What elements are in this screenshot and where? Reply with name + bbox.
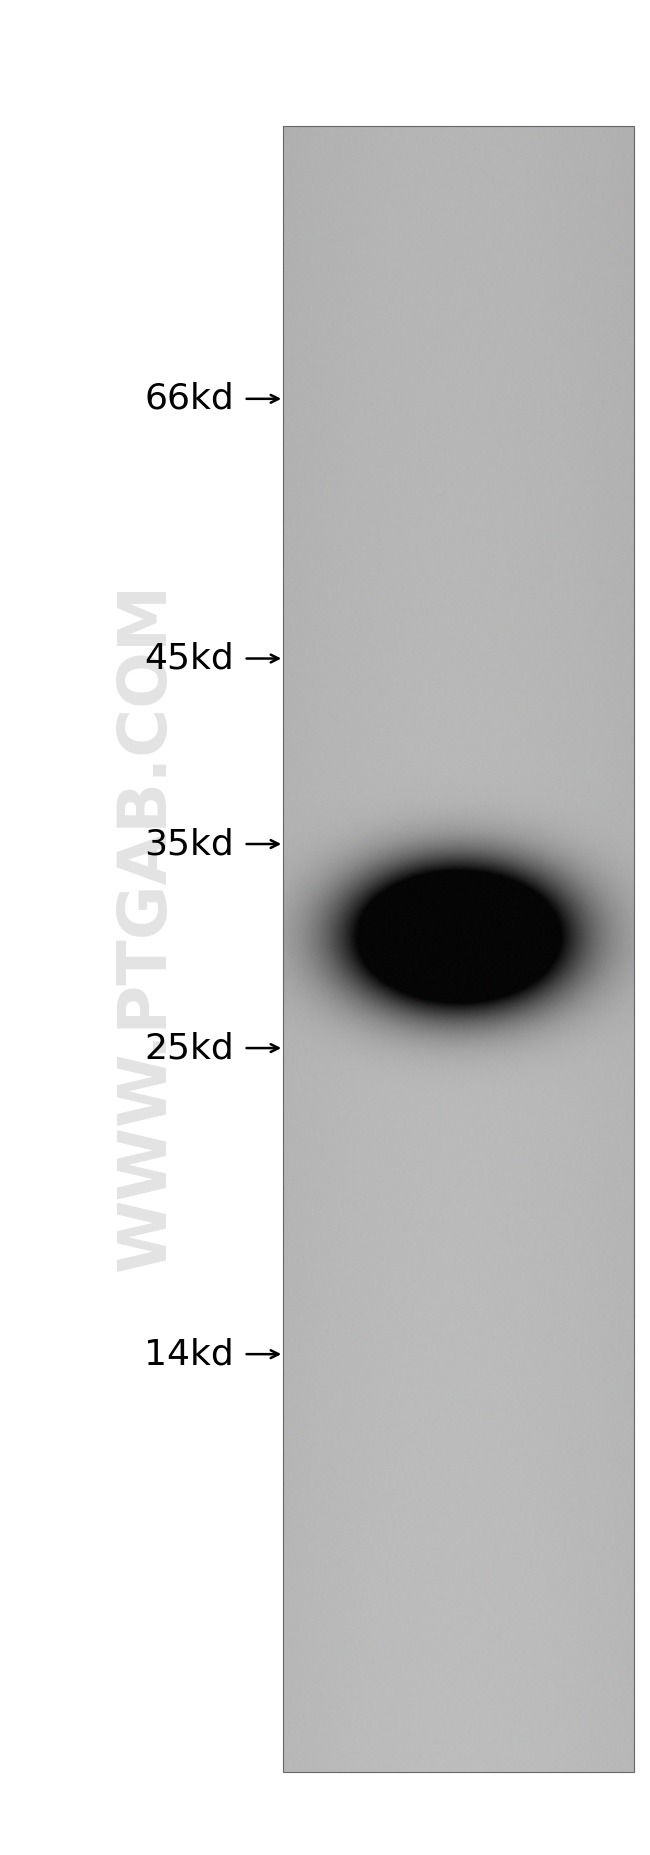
Text: 66kd: 66kd — [144, 382, 234, 416]
Text: 14kd: 14kd — [144, 1337, 234, 1371]
Bar — [283, 126, 634, 1772]
Text: WWW.PTGAB.COM: WWW.PTGAB.COM — [113, 582, 179, 1273]
Text: 25kd: 25kd — [144, 1031, 234, 1065]
Text: 45kd: 45kd — [144, 642, 234, 675]
Text: 35kd: 35kd — [144, 827, 234, 861]
